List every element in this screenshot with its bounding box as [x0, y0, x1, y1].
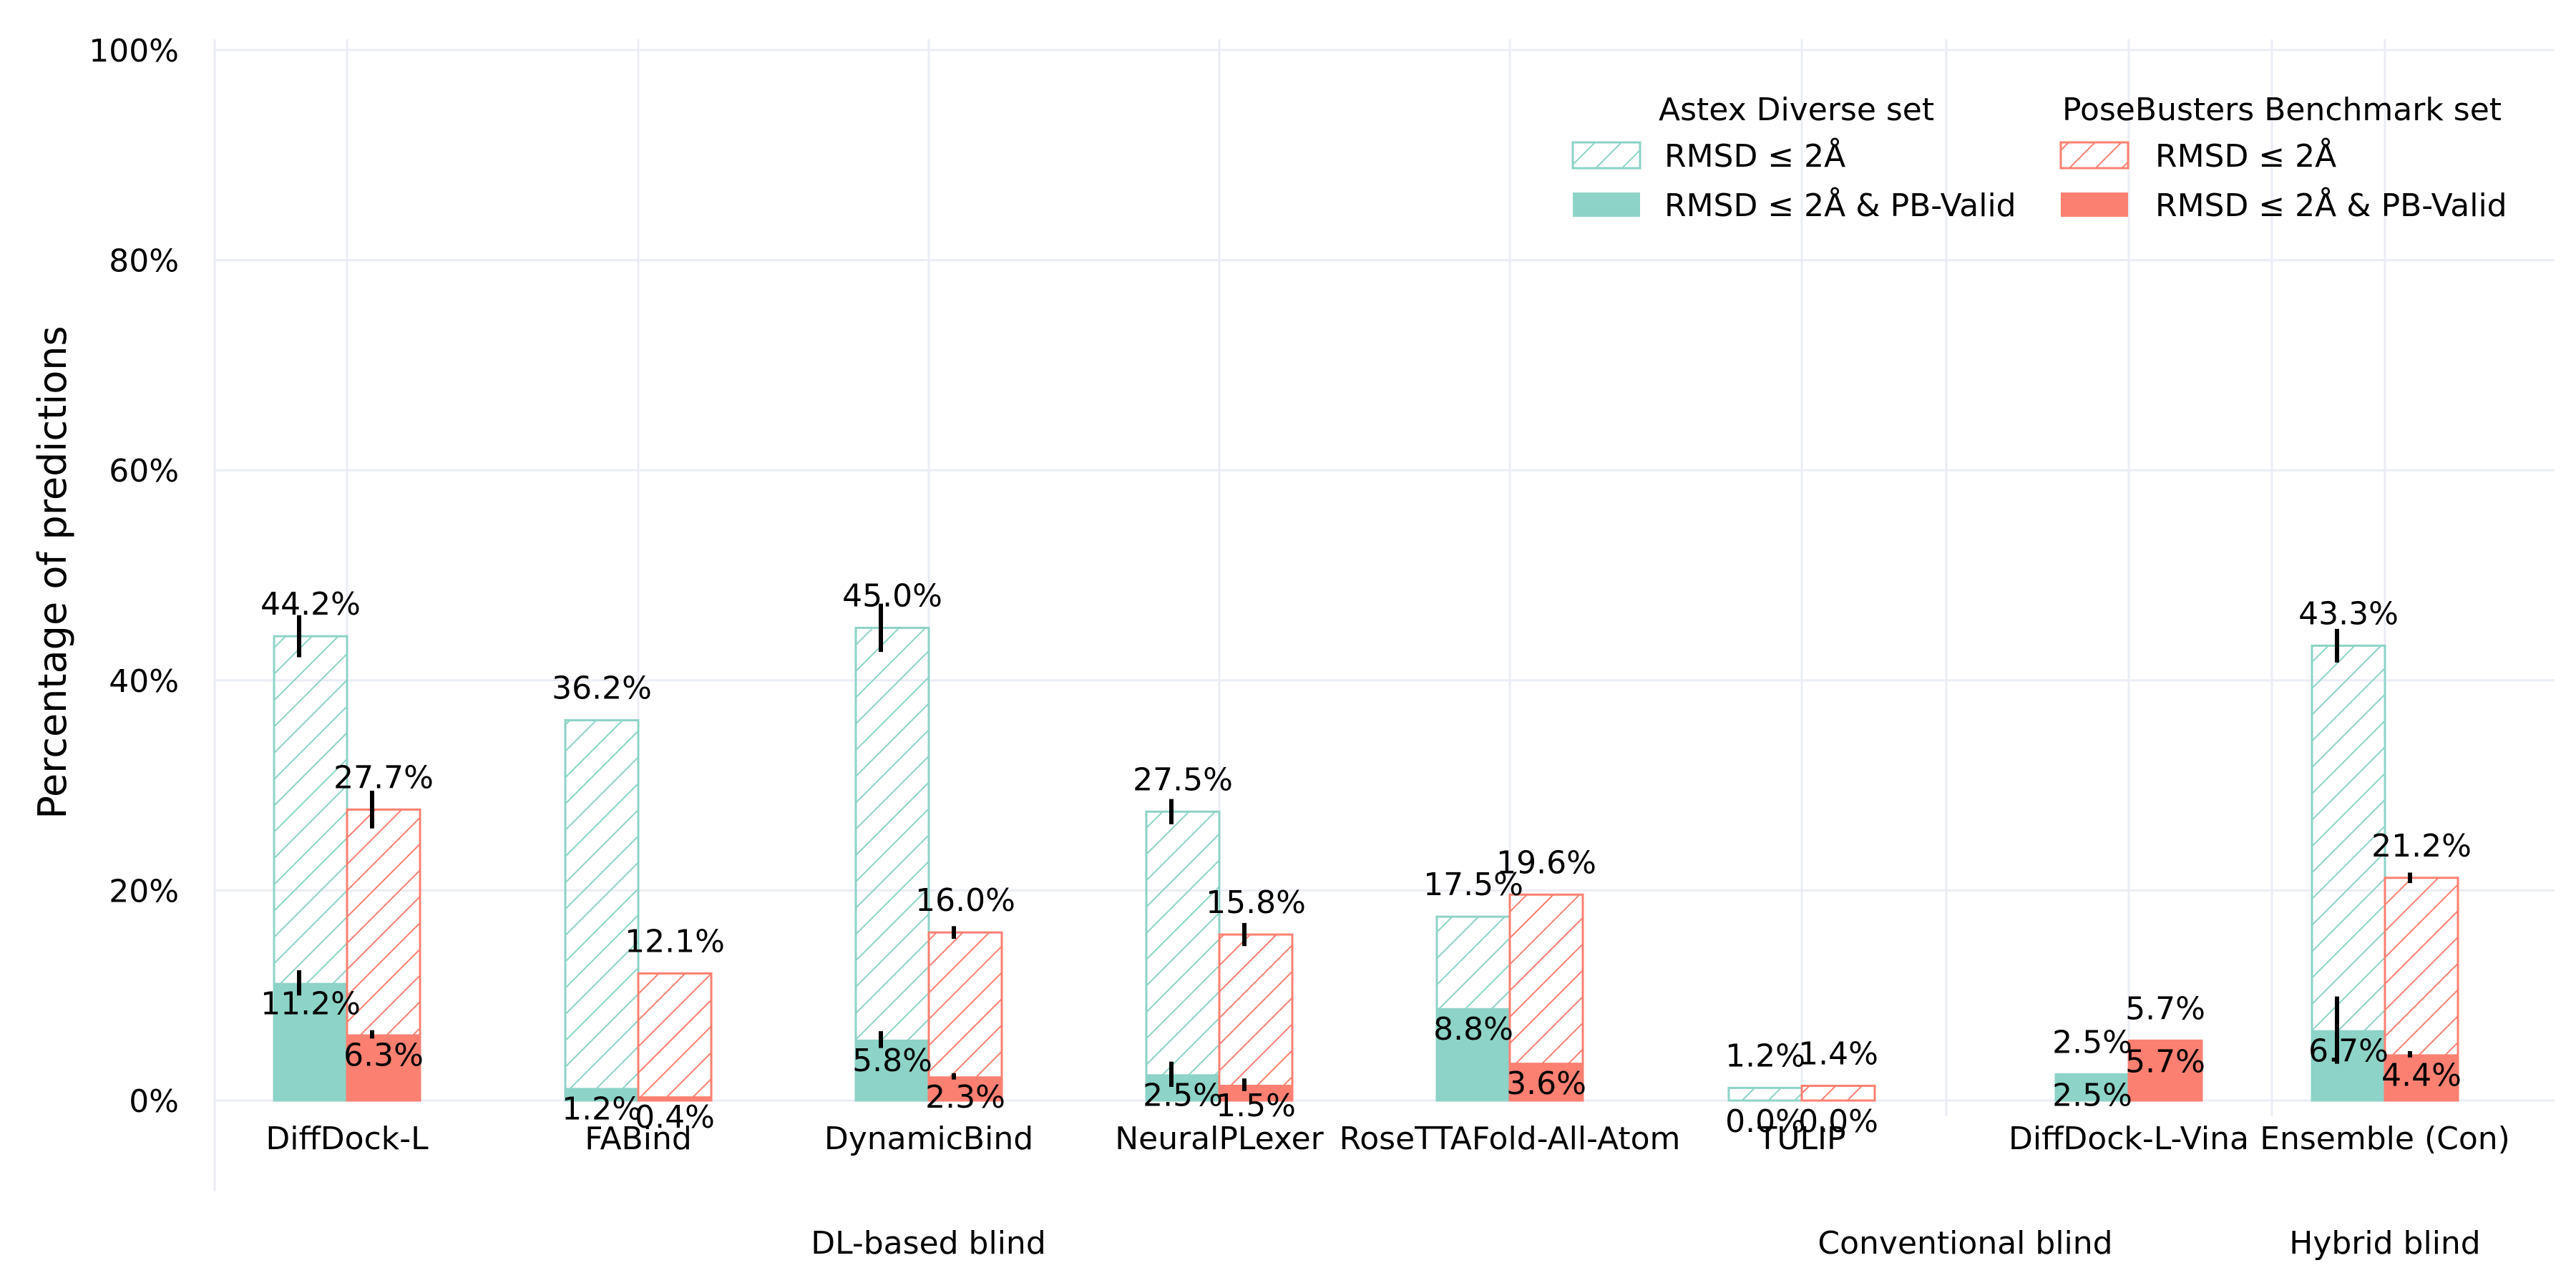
data-labels: 44.2% 11.2% 27.7% 6.3% 36.2% 1.2% 12.1% 0.4% 45.… [260, 577, 2472, 1140]
legend: Astex Diverse set RMSD ≤ 2Å RMSD ≤ 2Å & … [1571, 92, 2507, 224]
bar-astex-pbvalid-6 [2056, 1074, 2129, 1101]
label-astex-rmsd-7: 43.3% [2298, 595, 2399, 632]
group-label-2: Hybrid blind [2289, 1225, 2480, 1262]
label-posebusters-pbvalid-1: 0.4% [635, 1099, 715, 1136]
label-posebusters-rmsd-6: 5.7% [2125, 990, 2205, 1027]
legend-swatch-astex-solid [1573, 192, 1640, 217]
bar-posebusters-rmsd-3 [1218, 933, 1294, 1102]
x-tick-label-2: DynamicBind [824, 1121, 1033, 1157]
bar-posebusters-pbvalid-4 [1510, 1063, 1583, 1101]
label-posebusters-pbvalid-0: 6.3% [343, 1038, 424, 1074]
group-labels: DL-based blind Conventional blind Hybrid b… [811, 1225, 2480, 1262]
bar-posebusters-pbvalid-7 [2385, 1054, 2458, 1101]
bar-posebusters-pbvalid-0 [347, 1034, 420, 1101]
label-astex-rmsd-3: 27.5% [1133, 761, 1233, 798]
legend-swatch-posebusters-solid [2061, 192, 2128, 217]
label-astex-pbvalid-2: 5.8% [852, 1043, 932, 1079]
label-astex-pbvalid-3: 2.5% [1143, 1077, 1223, 1113]
label-astex-rmsd-0: 44.2% [260, 586, 361, 623]
x-axis-ticks: DiffDock-L FABind DynamicBind NeuralPLexer R… [265, 1121, 2509, 1157]
label-posebusters-pbvalid-5: 0.0% [1798, 1103, 1878, 1140]
legend-label-posebusters-pbvalid: RMSD ≤ 2Å & PB-Valid [2155, 186, 2507, 224]
bar-astex-pbvalid-3 [1146, 1074, 1219, 1101]
bar-posebusters-pbvalid-6 [2129, 1040, 2202, 1101]
legend-label-astex-pbvalid: RMSD ≤ 2Å & PB-Valid [1664, 186, 2016, 224]
label-posebusters-rmsd-2: 16.0% [915, 882, 1015, 919]
y-axis-ticks: 0% 20% 40% 60% 80% 100% [89, 33, 179, 1120]
legend-title-posebusters: PoseBusters Benchmark set [2062, 92, 2502, 128]
x-tick-label-0: DiffDock-L [265, 1121, 429, 1157]
legend-label-posebusters-rmsd: RMSD ≤ 2Å [2155, 137, 2336, 175]
y-tick-label-40: 40% [109, 663, 179, 700]
bar-astex-pbvalid-4 [1437, 1008, 1510, 1101]
label-astex-pbvalid-1: 1.2% [562, 1091, 642, 1127]
bar-posebusters-rmsd-5 [1800, 1084, 1876, 1102]
label-posebusters-pbvalid-7: 4.4% [2381, 1057, 2462, 1093]
bar-astex-rmsd-1 [564, 719, 640, 1102]
y-tick-label-60: 60% [109, 453, 179, 489]
label-astex-pbvalid-6: 2.5% [2052, 1077, 2132, 1113]
bar-posebusters-rmsd-1 [637, 972, 713, 1102]
legend-title-astex: Astex Diverse set [1659, 92, 1934, 128]
y-tick-label-20: 20% [109, 873, 179, 909]
label-astex-rmsd-5: 1.2% [1725, 1038, 1805, 1074]
y-tick-label-80: 80% [109, 243, 179, 280]
bar-posebusters-pbvalid-2 [929, 1076, 1002, 1101]
y-axis-title: Percentage of predictions [30, 326, 75, 819]
legend-label-astex-rmsd: RMSD ≤ 2Å [1664, 137, 1845, 175]
label-astex-rmsd-2: 45.0% [842, 577, 942, 614]
x-tick-label-6: DiffDock-L-Vina [2009, 1121, 2249, 1157]
label-astex-pbvalid-0: 11.2% [260, 986, 361, 1023]
label-posebusters-rmsd-7: 21.2% [2371, 828, 2472, 864]
label-astex-pbvalid-4: 8.8% [1433, 1011, 1513, 1048]
label-posebusters-rmsd-3: 15.8% [1206, 884, 1306, 921]
label-posebusters-pbvalid-2: 2.3% [925, 1079, 1005, 1116]
bar-posebusters-rmsd-2 [927, 931, 1003, 1102]
bars [273, 626, 2459, 1102]
legend-swatch-posebusters-hatched [2059, 141, 2129, 170]
x-tick-label-5: TULIP [1757, 1121, 1845, 1157]
label-posebusters-rmsd-4: 19.6% [1496, 844, 1596, 881]
x-tick-label-4: RoseTTAFold-All-Atom [1340, 1121, 1681, 1157]
y-tick-label-100: 100% [89, 33, 179, 69]
bar-astex-pbvalid-0 [274, 982, 347, 1101]
x-tick-label-7: Ensemble (Con) [2260, 1121, 2510, 1157]
bar-astex-rmsd-3 [1145, 810, 1221, 1102]
legend-swatch-astex-hatched [1571, 141, 1641, 170]
bar-astex-pbvalid-2 [856, 1039, 929, 1101]
label-posebusters-rmsd-5: 1.4% [1798, 1035, 1878, 1072]
x-tick-label-1: FABind [585, 1121, 692, 1157]
group-label-1: Conventional blind [1818, 1225, 2112, 1262]
bar-posebusters-pbvalid-1 [638, 1096, 711, 1101]
x-tick-label-3: NeuralPLexer [1115, 1121, 1324, 1157]
bar-astex-rmsd-2 [854, 626, 930, 1102]
bar-astex-rmsd-7 [2311, 644, 2386, 1102]
y-tick-label-0: 0% [129, 1083, 179, 1120]
label-posebusters-pbvalid-3: 1.5% [1216, 1088, 1296, 1124]
group-label-0: DL-based blind [811, 1225, 1046, 1262]
label-posebusters-rmsd-1: 12.1% [625, 923, 725, 960]
label-astex-rmsd-4: 17.5% [1423, 867, 1523, 903]
label-posebusters-pbvalid-6: 5.7% [2125, 1043, 2205, 1080]
label-posebusters-pbvalid-4: 3.6% [1506, 1065, 1586, 1102]
label-astex-pbvalid-7: 6.7% [2308, 1033, 2389, 1070]
bar-astex-pbvalid-1 [565, 1088, 638, 1101]
label-astex-rmsd-6: 2.5% [2052, 1024, 2132, 1060]
error-bars [297, 603, 2412, 1091]
label-posebusters-rmsd-0: 27.7% [333, 759, 434, 796]
bar-astex-pbvalid-7 [2312, 1030, 2385, 1101]
label-astex-rmsd-1: 36.2% [552, 670, 652, 707]
bar-posebusters-pbvalid-3 [1219, 1084, 1292, 1101]
label-astex-pbvalid-5: 0.0% [1725, 1103, 1805, 1140]
bar-astex-rmsd-5 [1727, 1086, 1803, 1102]
